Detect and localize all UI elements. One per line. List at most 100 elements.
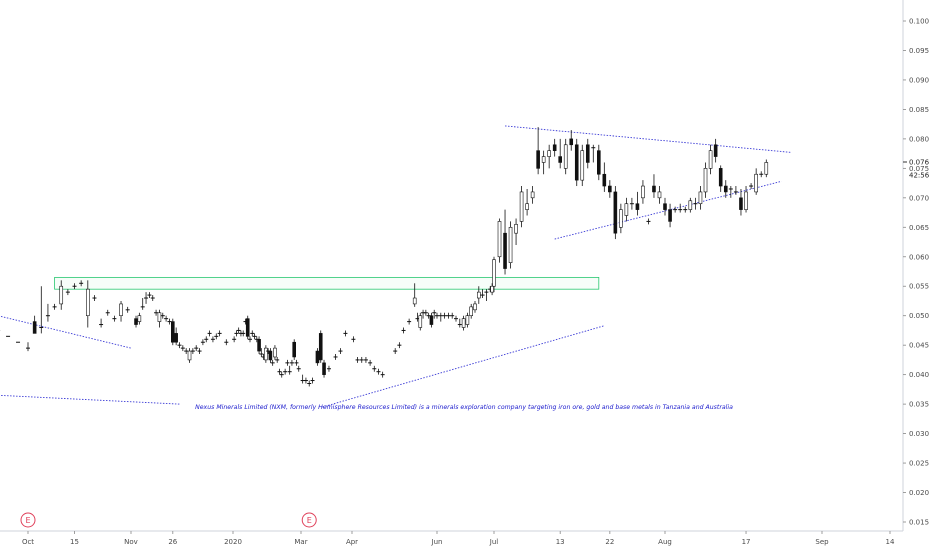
candle xyxy=(646,218,651,225)
candle-body xyxy=(619,209,623,228)
candle xyxy=(629,197,634,210)
price-tick: 0.095 xyxy=(903,47,929,55)
candle-body xyxy=(552,144,557,151)
time-tick: 26 xyxy=(168,531,178,546)
candle xyxy=(259,348,264,357)
time-tick-label: 15 xyxy=(70,538,79,546)
price-tick: 0.040 xyxy=(903,371,929,379)
price-tick: 0.030 xyxy=(903,430,929,438)
candle xyxy=(708,144,713,175)
candle xyxy=(343,330,348,337)
candle xyxy=(469,303,474,319)
price-tick-label: 0.050 xyxy=(909,312,929,320)
candle xyxy=(310,377,315,384)
candle-body xyxy=(764,162,769,175)
time-tick: Aug xyxy=(658,531,672,546)
candle-body xyxy=(723,185,728,193)
time-tick: Jul xyxy=(489,531,499,546)
candle xyxy=(619,203,623,234)
candle xyxy=(164,315,169,322)
candle-body xyxy=(461,318,466,328)
candle-body xyxy=(497,221,502,258)
trendline-5[interactable] xyxy=(554,180,782,240)
candle xyxy=(693,197,698,210)
candle-body xyxy=(473,303,477,311)
time-tick-label: Jun xyxy=(431,538,443,546)
price-tick: 0.015 xyxy=(903,519,929,527)
candle xyxy=(99,318,104,328)
time-axis[interactable]: Oct 15 Nov 26 2020 Mar Apr Jun Jul 13 22 Aug 17 Sep 14 xyxy=(22,531,895,546)
candle xyxy=(234,330,239,337)
candle-body xyxy=(536,150,540,169)
candle xyxy=(563,138,568,175)
time-tick-label: Nov xyxy=(124,538,138,546)
candle xyxy=(257,336,261,355)
candle xyxy=(144,292,149,304)
time-tick-label: Jul xyxy=(489,538,499,546)
candle xyxy=(283,368,288,375)
candle xyxy=(492,256,496,293)
price-axis[interactable]: 0.100 0.095 0.090 0.085 0.080 0.075 0.070 0.065… xyxy=(903,18,929,527)
candle xyxy=(210,336,215,343)
candle xyxy=(26,342,30,352)
price-tick: 0.055 xyxy=(903,283,929,291)
candle xyxy=(380,371,385,378)
price-tick: 0.100 xyxy=(903,18,929,26)
trendline-3[interactable] xyxy=(322,325,605,408)
earnings-marker-circle[interactable] xyxy=(20,512,36,528)
candle-body xyxy=(508,226,513,263)
candle-body xyxy=(503,232,507,269)
candle xyxy=(368,359,373,366)
price-tick-label: 0.065 xyxy=(909,224,929,232)
candle-body xyxy=(119,303,123,317)
candle xyxy=(59,280,64,310)
candle xyxy=(652,174,656,198)
candle-body xyxy=(157,312,162,322)
price-tick: 0.080 xyxy=(903,135,929,143)
candle-body xyxy=(744,191,748,210)
time-tick: 22 xyxy=(605,531,614,546)
candle xyxy=(744,186,748,213)
candle xyxy=(688,197,693,213)
candle xyxy=(585,138,590,169)
candle xyxy=(197,348,202,355)
earnings-marker-circle[interactable] xyxy=(301,512,317,528)
candle-body xyxy=(718,168,723,187)
candle xyxy=(473,300,477,313)
earnings-marker[interactable]: E xyxy=(20,512,36,528)
candle xyxy=(450,312,455,319)
trendline-2[interactable] xyxy=(0,394,180,405)
candle-body xyxy=(563,144,568,169)
candle xyxy=(150,295,155,301)
candle xyxy=(591,144,596,163)
candle-body xyxy=(574,144,579,181)
candle-body xyxy=(514,224,518,234)
candle xyxy=(252,333,257,340)
resistance-zone[interactable] xyxy=(54,276,600,290)
price-tick-label: 0.035 xyxy=(909,401,929,409)
last-price-label: 0.076 xyxy=(909,159,930,167)
candle-body xyxy=(418,315,423,328)
candle-body xyxy=(635,203,640,210)
price-tick-label: 0.085 xyxy=(909,106,929,114)
time-tick: 17 xyxy=(742,531,750,546)
candle xyxy=(547,144,551,169)
earnings-marker[interactable]: E xyxy=(301,512,317,528)
price-tick-label: 0.070 xyxy=(909,194,929,202)
candle-body xyxy=(641,185,645,199)
candle xyxy=(200,339,205,346)
candle xyxy=(397,342,402,349)
price-tick-label: 0.015 xyxy=(909,519,929,527)
time-tick-label: 2020 xyxy=(224,538,242,546)
candle xyxy=(641,180,645,204)
candle xyxy=(461,315,466,331)
candle-body xyxy=(137,315,142,322)
candle xyxy=(236,327,241,334)
candle-layer xyxy=(0,127,769,387)
candle xyxy=(112,315,117,322)
time-tick: Sep xyxy=(815,531,829,546)
price-tick: 0.065 xyxy=(903,224,929,232)
candle xyxy=(465,312,470,328)
